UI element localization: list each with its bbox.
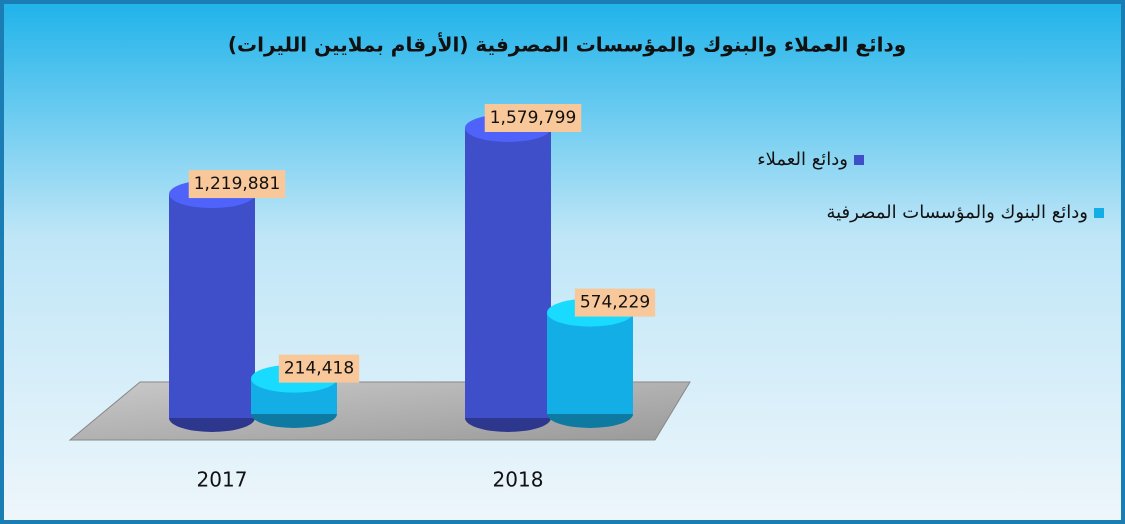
data-label-box — [484, 104, 582, 132]
legend-marker — [854, 155, 864, 165]
bar — [169, 194, 255, 418]
data-label-box — [278, 354, 360, 383]
data-label: 574,229 — [580, 293, 650, 313]
chart-title: ودائع العملاء والبنوك والمؤسسات المصرفية… — [228, 32, 906, 57]
legend-label: ودائع العملاء — [757, 149, 848, 170]
bar — [547, 312, 633, 414]
bar — [465, 128, 551, 418]
legend-label: ودائع البنوك والمؤسسات المصرفية — [826, 202, 1088, 223]
x-tick-label: 2017 — [197, 468, 248, 492]
legend-marker — [1094, 208, 1104, 218]
x-tick-label: 2018 — [493, 468, 544, 492]
data-label: 214,418 — [284, 359, 354, 379]
data-label-box — [574, 288, 656, 317]
data-label: 1,579,799 — [490, 108, 577, 128]
data-label: 1,219,881 — [194, 174, 281, 194]
data-label-box — [188, 170, 286, 199]
